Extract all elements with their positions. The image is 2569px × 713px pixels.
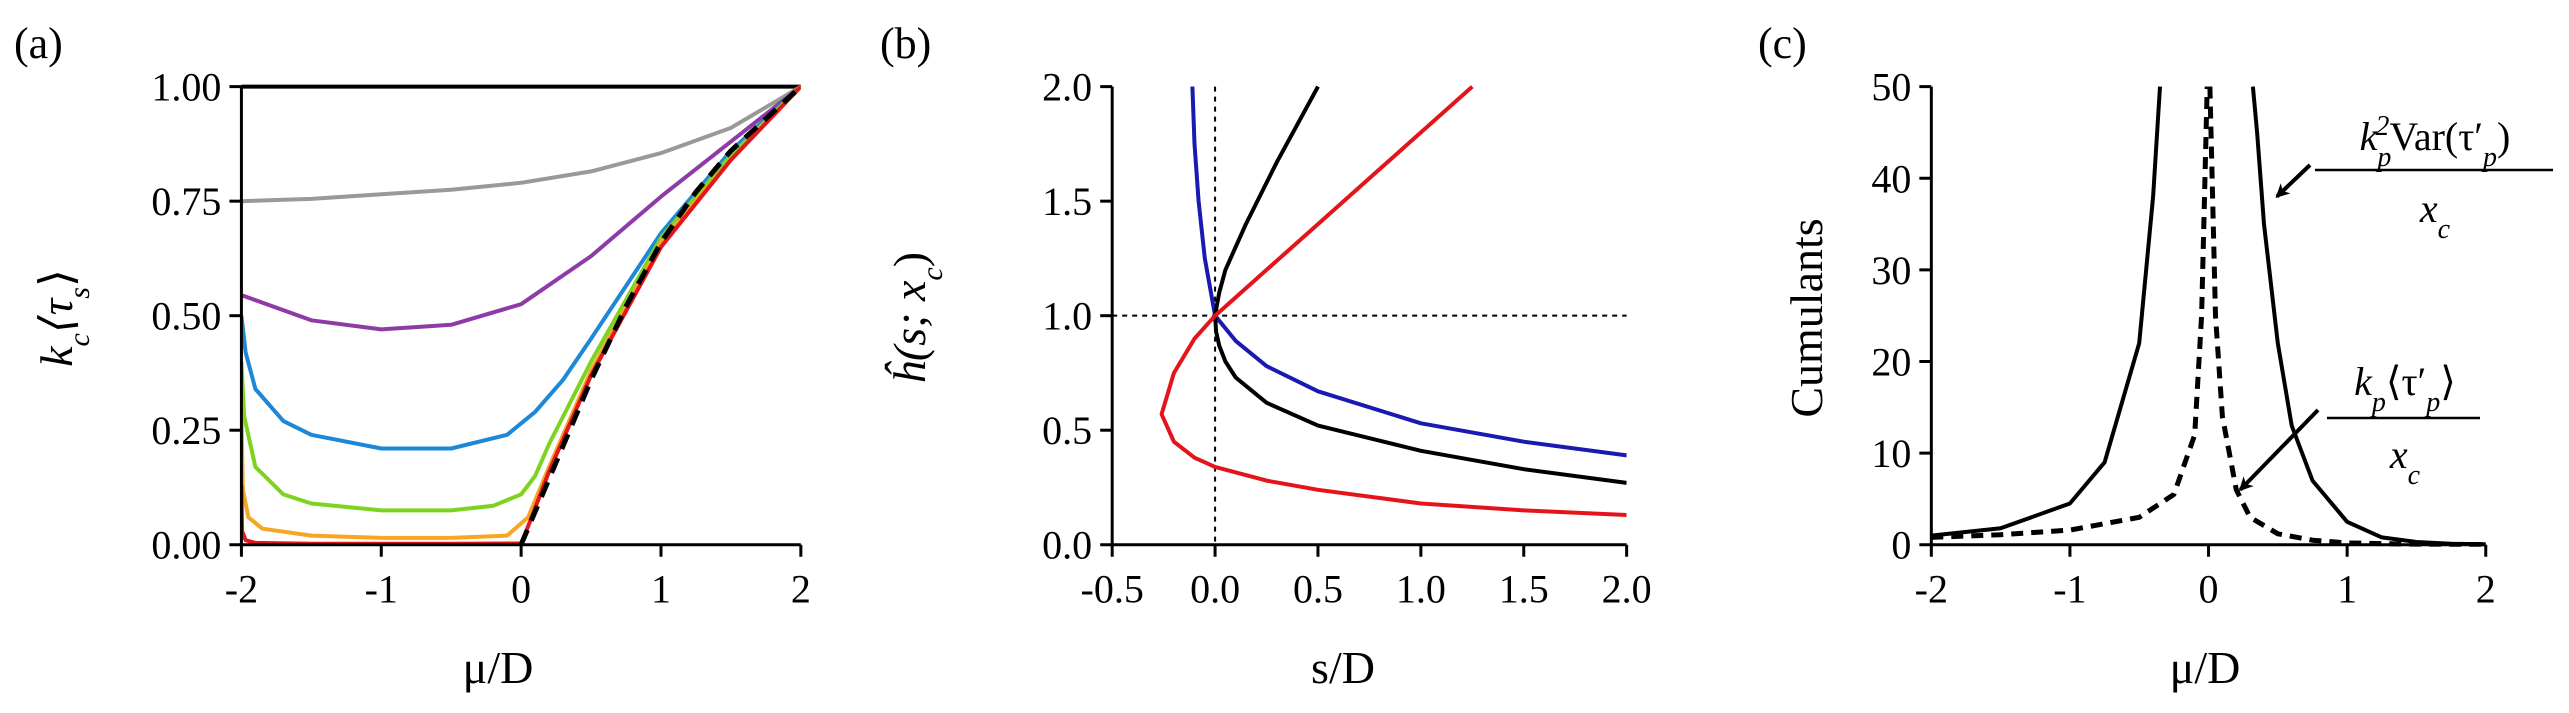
annotation-variance-arrow <box>2275 163 2312 199</box>
plot-area-c <box>1931 86 2486 547</box>
panel-label-b: (b) <box>880 19 931 68</box>
axes-a: -2 -1 0 1 2 0.00 0.25 0.50 0.75 1.00 <box>151 65 810 612</box>
y-tick-label-c: 30 <box>1871 248 1911 293</box>
y-tick-label-a: 0.50 <box>151 294 221 339</box>
panel-b: (b) -0.5 0.0 0.5 1.0 1.5 2.00.00.51.01.52.0 s… <box>880 19 1652 693</box>
x-tick-label-a: -1 <box>365 567 398 612</box>
plot-area-a <box>241 84 801 546</box>
y-tick-label-b: 0.0 <box>1042 523 1092 568</box>
x-tick-label-c: -2 <box>1915 567 1948 612</box>
x-tick-label-b: 1.5 <box>1499 567 1549 612</box>
x-tick-label-a: 1 <box>651 567 671 612</box>
x-tick-label-c: -1 <box>2053 567 2086 612</box>
x-tick-label-b: 0.0 <box>1190 567 1240 612</box>
y-tick-label-a: 1.00 <box>151 65 221 110</box>
x-axis-title-c: μ/D <box>2170 642 2241 693</box>
series-line-c-3 <box>2207 86 2486 547</box>
y-axis-title-c: Cumulants <box>1781 218 1832 417</box>
x-tick-label-a: 2 <box>791 567 811 612</box>
series-line-a-6 <box>241 85 801 546</box>
y-tick-label-b: 1.5 <box>1042 179 1092 224</box>
y-tick-label-a: 0.25 <box>151 408 221 453</box>
y-axis-title-a: kc⟨τs⟩ <box>31 269 96 367</box>
x-tick-label-a: -2 <box>225 567 258 612</box>
annotation-variance-denominator: xc <box>2419 186 2451 245</box>
series-line-c-2 <box>1931 86 2210 540</box>
series-line-b-1 <box>1213 85 1627 485</box>
series-line-a-2 <box>241 85 801 332</box>
series-line-a-7 <box>518 84 801 546</box>
panel-a: (a) -2 -1 0 1 2 0.00 0.25 0.50 0.75 1.00 μ/D kc⟨τ… <box>14 19 811 693</box>
y-tick-label-c: 10 <box>1871 431 1911 476</box>
annotation-mean-numerator: kp⟨τ′p⟩ <box>2354 359 2456 418</box>
x-axis-title-b: s/D <box>1311 642 1375 693</box>
series-line-a-3 <box>241 85 801 451</box>
y-tick-label-c: 40 <box>1871 156 1911 201</box>
axes-b: -0.5 0.0 0.5 1.0 1.5 2.00.00.51.01.52.0 <box>1042 65 1651 612</box>
series-line-a-1 <box>241 84 801 204</box>
y-axis-title-b: ĥ(s; xc) <box>884 252 949 384</box>
y-tick-label-b: 1.0 <box>1042 294 1092 339</box>
annotation-mean: kp⟨τ′p⟩ xc <box>2238 359 2480 492</box>
y-tick-label-a: 0.00 <box>151 523 221 568</box>
x-tick-label-b: 1.0 <box>1396 567 1446 612</box>
series-line-c-1 <box>2250 86 2486 547</box>
series-line-c-0 <box>1931 86 2162 538</box>
x-tick-label-b: 0.5 <box>1293 567 1343 612</box>
series-line-a-4 <box>241 85 801 513</box>
x-tick-label-c: 0 <box>2199 567 2219 612</box>
y-tick-label-b: 2.0 <box>1042 65 1092 110</box>
y-tick-label-c: 20 <box>1871 339 1911 384</box>
series-line-a-5 <box>241 85 801 540</box>
x-tick-label-b: -0.5 <box>1081 567 1144 612</box>
panel-label-a: (a) <box>14 19 63 68</box>
y-tick-label-b: 0.5 <box>1042 408 1092 453</box>
annotation-mean-arrow <box>2238 408 2320 492</box>
panel-label-c: (c) <box>1758 19 1807 68</box>
series-line-b-2 <box>1159 85 1627 517</box>
y-tick-label-c: 50 <box>1871 65 1911 110</box>
x-tick-label-b: 2.0 <box>1602 567 1652 612</box>
x-tick-label-a: 0 <box>511 567 531 612</box>
x-tick-label-c: 2 <box>2476 567 2496 612</box>
x-tick-label-c: 1 <box>2337 567 2357 612</box>
x-axis-title-a: μ/D <box>463 642 534 693</box>
annotation-variance-numerator: kp2Var(τ′p) <box>2360 111 2511 173</box>
annotation-mean-denominator: xc <box>2389 432 2421 491</box>
series-line-b-0 <box>1190 86 1627 458</box>
y-tick-label-a: 0.75 <box>151 179 221 224</box>
plot-area-b <box>1112 85 1627 545</box>
y-tick-label-c: 0 <box>1891 523 1911 568</box>
annotation-variance: kp2Var(τ′p) xc <box>2275 111 2553 245</box>
